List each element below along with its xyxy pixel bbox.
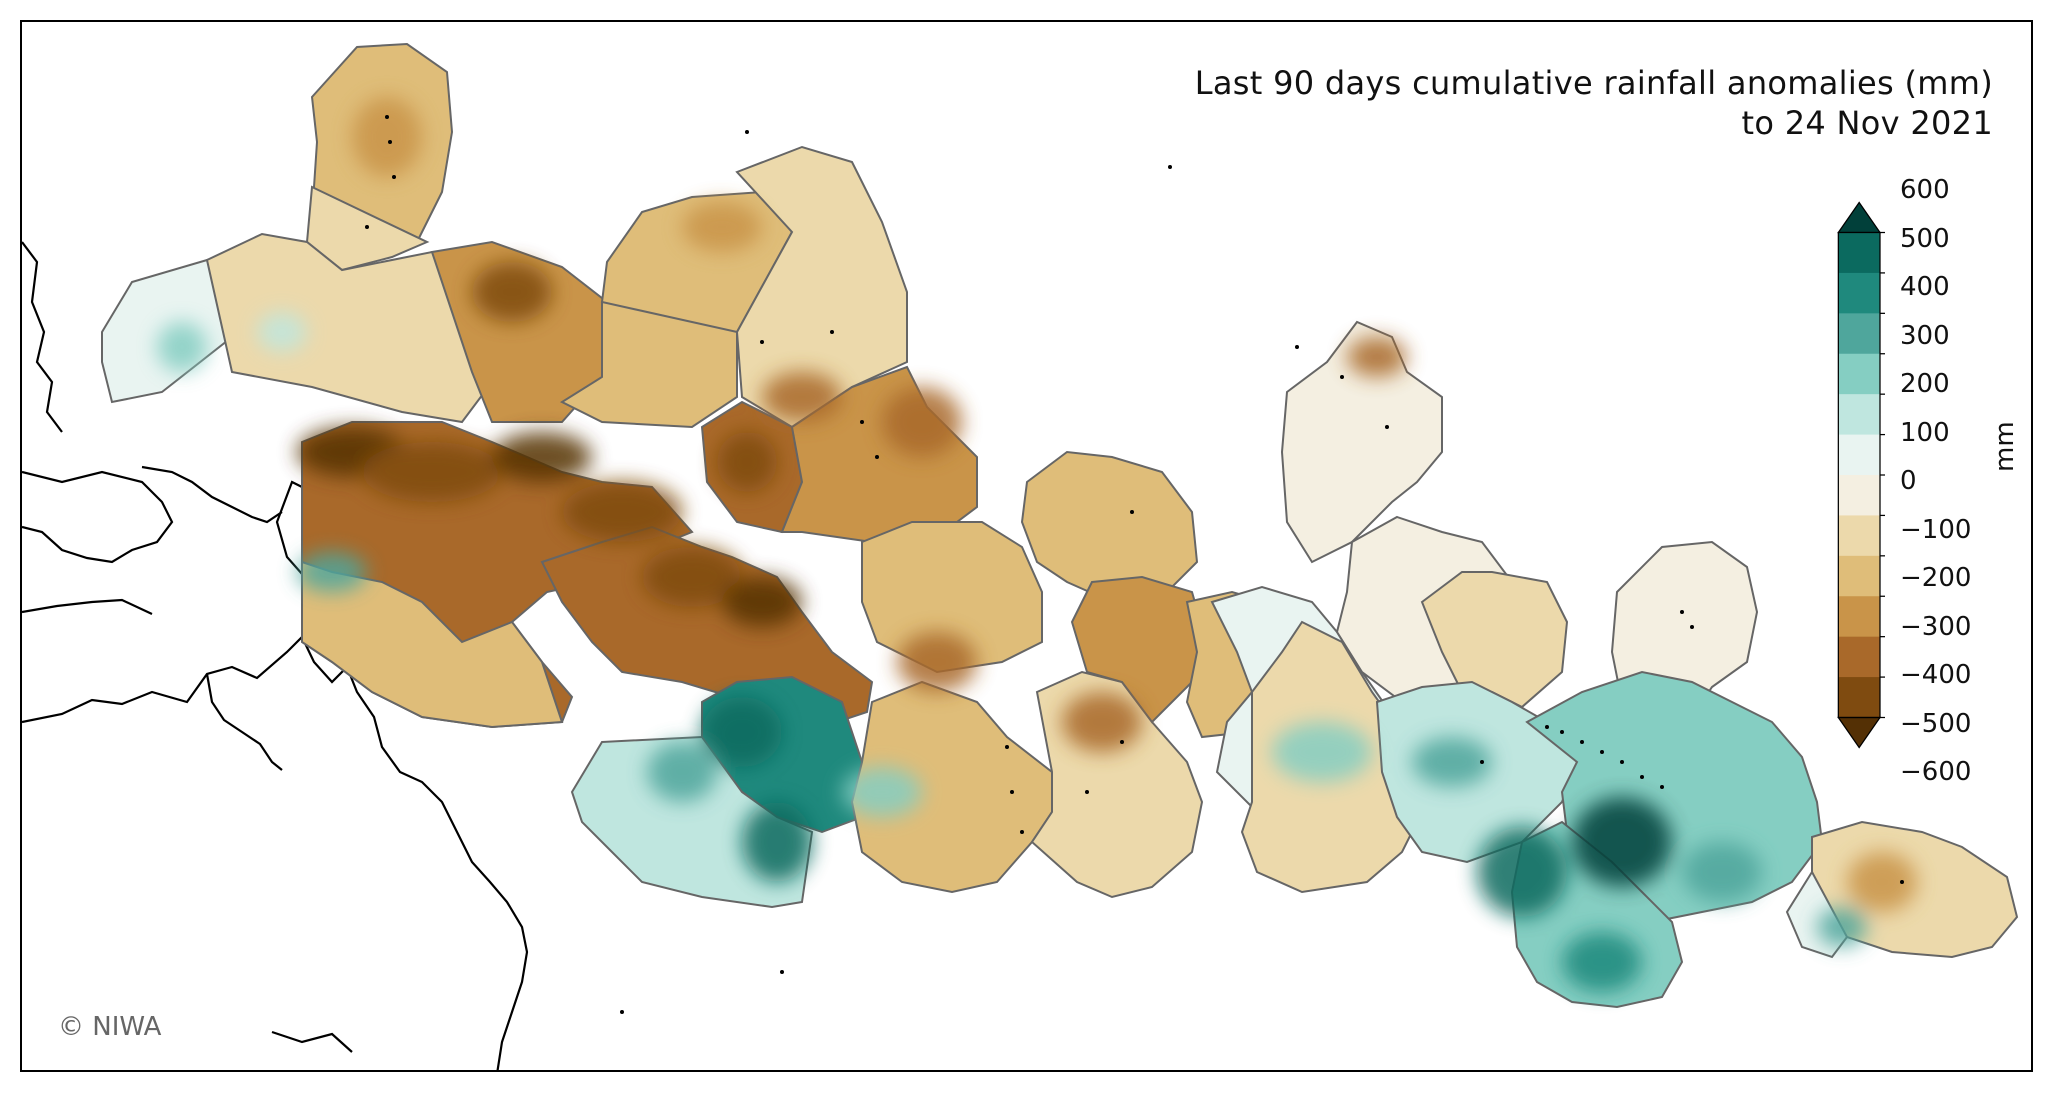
colorbar-extend-min [1837, 716, 1882, 749]
region-wallis [1020, 450, 1199, 604]
colorbar-tick-label: 0 [1900, 466, 1917, 496]
colorbar [1837, 201, 1885, 749]
java-coast [22, 598, 153, 615]
colorbar-tick-label: −100 [1900, 514, 1972, 545]
region-tuvalu [861, 521, 1043, 674]
colorbar-tick-label: 300 [1900, 320, 1950, 351]
colorbar-segment [1838, 636, 1880, 678]
colorbar-tick-label: 400 [1900, 272, 1950, 302]
island-chain-west [22, 241, 63, 433]
sulawesi-coast [141, 465, 283, 524]
colorbar-segment [1838, 555, 1880, 597]
region-northern-cooks [1420, 571, 1569, 709]
colorbar-segment [1838, 515, 1880, 557]
colorbar-tick-label: −400 [1900, 660, 1972, 690]
region-phoenix [1280, 320, 1443, 564]
copyright-label: © NIWA [58, 1012, 162, 1042]
png-north-island [271, 1030, 353, 1053]
map-title: Last 90 days cumulative rainfall anomali… [1194, 64, 1993, 102]
colorbar-segment [1838, 434, 1880, 476]
colorbar-extend-max [1837, 201, 1882, 234]
colorbar-tick-label: −300 [1900, 611, 1972, 642]
region-png-south [301, 560, 564, 729]
colorbar-tick-label: −200 [1900, 563, 1972, 593]
colorbar-tick-label: 600 [1900, 175, 1950, 205]
colorbar-tick-label: −500 [1900, 708, 1972, 739]
region-solomon [540, 525, 874, 724]
colorbar-segment [1838, 596, 1880, 638]
colorbar-segment [1838, 272, 1880, 314]
australia-coastline [22, 635, 529, 1070]
colorbar-segment [1838, 313, 1880, 355]
colorbar-tick-label: 200 [1900, 369, 1950, 399]
colorbar-segment [1838, 475, 1880, 516]
colorbar-tick-label: −600 [1900, 757, 1972, 787]
borneo-coast [22, 470, 174, 564]
rainfall-anomaly-map [22, 42, 2019, 1070]
colorbar-tick-label: 500 [1900, 223, 1950, 254]
colorbar-segment [1838, 232, 1880, 274]
australia-gulf [205, 673, 283, 771]
map-subtitle-date: to 24 Nov 2021 [1741, 104, 1993, 142]
region-fiji-w [850, 680, 1053, 894]
colorbar-segment [1838, 677, 1880, 718]
region-marshall-n [735, 145, 908, 429]
map-frame: Last 90 days cumulative rainfall anomali… [20, 20, 2033, 1072]
region-tokelau [1070, 575, 1204, 724]
colorbar-unit-label: mm [1990, 421, 2020, 472]
colorbar-segment [1838, 394, 1880, 435]
colorbar-segment [1838, 353, 1880, 395]
anomaly-blobs [157, 97, 1917, 992]
island-dots [365, 115, 1904, 1014]
colorbar-tick-label: 100 [1900, 417, 1950, 448]
